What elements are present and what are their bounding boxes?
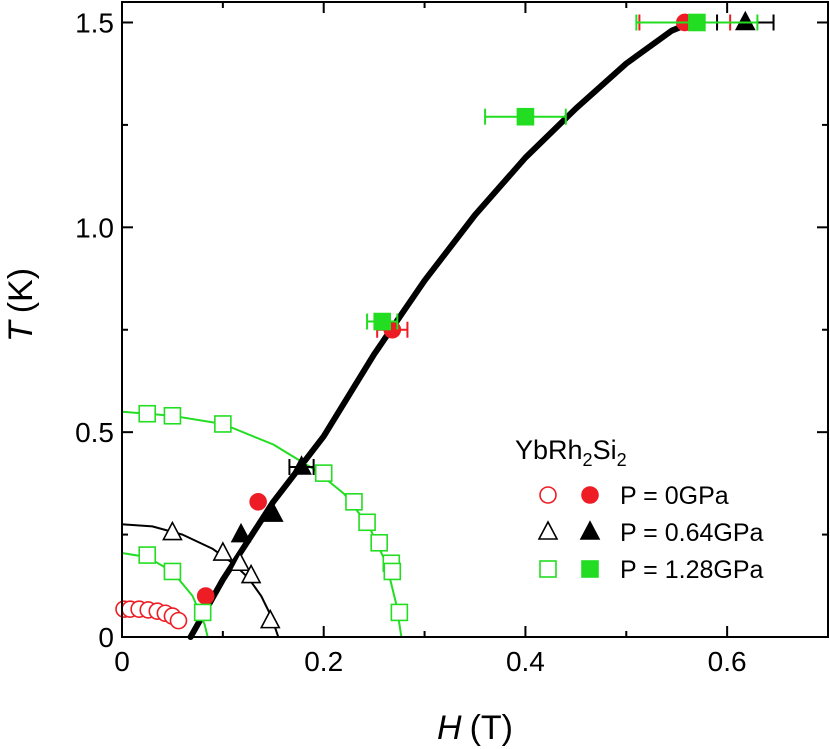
legend-marker-open-p-0-64gpa: [537, 520, 559, 540]
point-p-0-64gpa-open: [212, 541, 234, 561]
point-p-1-28gpa-open: [383, 562, 402, 581]
legend-label-p-0gpa: P = 0GPa: [620, 482, 729, 510]
y-axis-symbol: T: [2, 319, 40, 342]
point-p-1-28gpa-open: [214, 415, 232, 433]
point-p-0-64gpa-filled: [291, 455, 312, 475]
point-p-0gpa-filled: [196, 587, 215, 605]
x-axis-unit: (T): [470, 709, 513, 747]
legend-title-base: YbRh: [515, 435, 583, 465]
y-tick-label: 1.0: [75, 212, 114, 243]
point-p-1-28gpa-open: [163, 406, 182, 425]
legend-marker-filled-p-0-64gpa: [579, 520, 601, 540]
x-tick-label: 0.2: [304, 646, 343, 677]
x-tick-label: 0.6: [708, 646, 747, 677]
y-tick-label: 0: [98, 622, 114, 653]
legend-marker-open-p-0gpa: [539, 486, 557, 504]
legend-marker-filled-p-0gpa: [581, 486, 599, 504]
legend-label-p-0-64gpa: P = 0.64GPa: [620, 519, 763, 547]
point-p-0-64gpa-filled: [230, 522, 252, 543]
legend-entries: P = 0GPa P = 0.64GPa P = 1.28GPa: [537, 482, 763, 584]
point-p-1-28gpa-open: [314, 464, 333, 482]
legend-label-p-1-28gpa: P = 1.28GPa: [620, 556, 763, 584]
point-p-1-28gpa-open: [193, 603, 212, 622]
axes-layer: 0 0.2 0.4 0.6 0 0.5 1.0 1.5: [75, 2, 828, 677]
point-p-0-64gpa-filled: [262, 502, 284, 522]
y-tick-label: 1.5: [75, 7, 114, 38]
legend-title: YbRh2Si2: [515, 435, 627, 470]
x-axis-symbol: H: [437, 709, 462, 747]
point-p-0-64gpa-open: [229, 551, 251, 572]
point-p-1-28gpa-open: [138, 404, 157, 423]
y-axis-title: T (K): [2, 268, 40, 342]
legend-title-sub2: 2: [617, 450, 627, 470]
point-p-0-64gpa-open: [240, 563, 262, 584]
point-p-1-28gpa-filled: [516, 107, 535, 126]
x-tick-label: 0.4: [506, 646, 545, 677]
point-p-1-28gpa-open: [345, 493, 363, 511]
point-p-1-28gpa-filled: [373, 312, 392, 331]
x-tick-label: 0: [114, 646, 130, 677]
plot-frame: [121, 1, 829, 638]
legend-marker-filled-p-1-28gpa: [581, 560, 599, 578]
point-p-0gpa-open: [169, 611, 188, 630]
point-p-0-64gpa-filled: [734, 10, 756, 31]
point-p-1-28gpa-filled: [688, 13, 706, 32]
point-p-0-64gpa-open: [162, 520, 183, 541]
y-axis-unit: (K): [2, 268, 40, 313]
point-p-1-28gpa-open: [358, 513, 376, 532]
legend-title-mid: Si: [593, 435, 617, 465]
legend-title-sub1: 2: [583, 450, 593, 470]
x-axis-title: H (T): [437, 709, 513, 747]
points-layer: [115, 10, 775, 630]
point-p-1-28gpa-open: [163, 562, 182, 581]
curve-main-line-filled-data: [187, 19, 695, 640]
point-p-1-28gpa-open: [370, 533, 388, 552]
point-p-0-64gpa-open: [259, 608, 281, 629]
point-p-1-28gpa-open: [138, 546, 157, 564]
y-tick-label: 0.5: [75, 417, 114, 448]
legend-marker-open-p-1-28gpa: [539, 560, 557, 578]
curve-0-64gpa-dome: [121, 523, 280, 638]
point-p-1-28gpa-open: [390, 603, 409, 622]
point-p-0gpa-filled: [249, 493, 267, 511]
